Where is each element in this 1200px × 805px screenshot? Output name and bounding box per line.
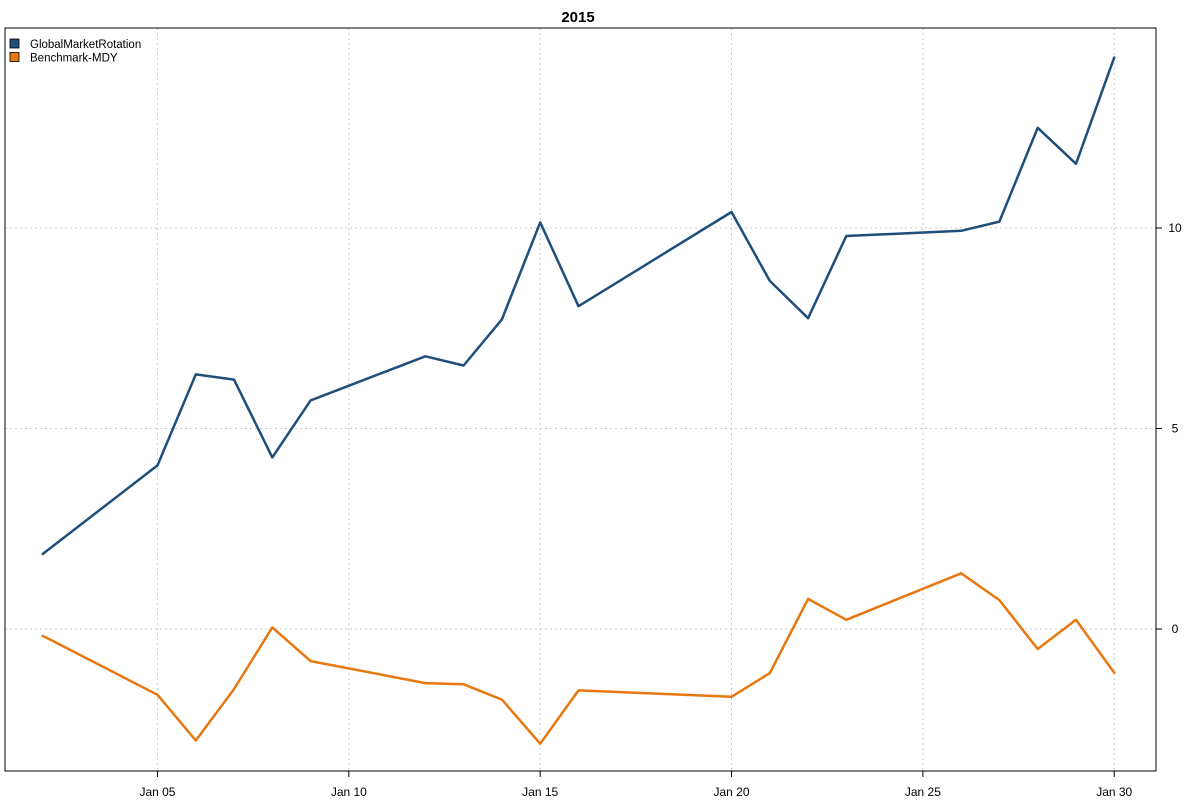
x-tick-label: Jan 15: [522, 785, 558, 799]
plot-frame: [4, 27, 1157, 772]
x-tick-label: Jan 05: [139, 785, 175, 799]
series-line-2: [41, 572, 1116, 745]
x-tick-label: Jan 25: [905, 785, 941, 799]
y-tick-label: 10: [1168, 221, 1182, 235]
y-tick-label: 5: [1172, 422, 1179, 436]
x-tick-label: Jan 10: [331, 785, 367, 799]
legend-swatch: [9, 52, 20, 62]
legend-label: GlobalMarketRotation: [30, 39, 141, 51]
legend: GlobalMarketRotation Benchmark-MDY: [9, 38, 141, 65]
x-tick-label: Jan 20: [714, 785, 750, 799]
axes: Jan 05 Jan 10 Jan 15 Jan 20 Jan 25 Jan 30 0 5 10: [139, 221, 1182, 799]
legend-label: Benchmark-MDY: [30, 53, 118, 65]
grid-lines: [5, 28, 1156, 771]
series-lines: [41, 56, 1116, 745]
series-line-1: [41, 56, 1116, 556]
x-tick-label: Jan 30: [1096, 785, 1132, 799]
chart-title: 2015: [561, 9, 594, 26]
y-tick-label: 0: [1172, 622, 1179, 636]
legend-swatch: [9, 38, 20, 49]
